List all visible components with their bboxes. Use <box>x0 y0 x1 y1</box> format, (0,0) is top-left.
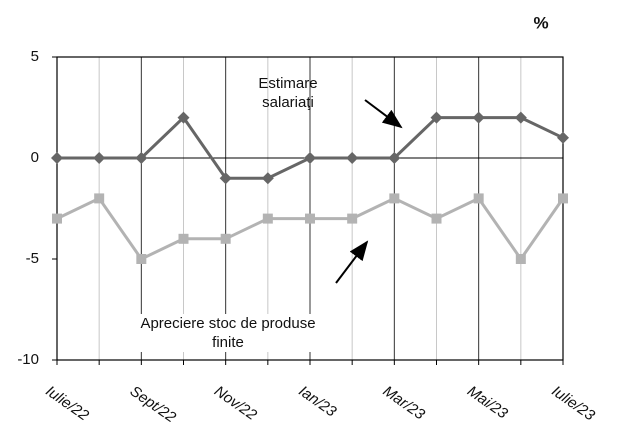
x-tick-label: Iulie/23 <box>548 383 598 425</box>
y-tick-label: -10 <box>17 351 39 368</box>
point <box>177 111 190 124</box>
unit-label: % <box>533 13 548 32</box>
point <box>389 193 400 204</box>
point <box>347 213 358 224</box>
point <box>388 152 401 164</box>
point <box>135 152 148 164</box>
point <box>262 213 273 224</box>
point <box>346 152 359 164</box>
point <box>430 111 443 124</box>
point <box>305 213 315 224</box>
point <box>51 152 63 164</box>
y-tick-label: 0 <box>31 149 39 166</box>
x-tick-label: Mai/23 <box>464 383 511 423</box>
x-tick-label: Sept/22 <box>127 383 180 427</box>
arrow <box>335 240 369 284</box>
y-tick-label: -5 <box>26 250 39 267</box>
arrow <box>364 99 403 129</box>
y-tick-label: 5 <box>31 48 39 65</box>
x-tick-label: Mar/23 <box>380 383 429 424</box>
point <box>514 111 527 124</box>
point <box>557 131 569 144</box>
point <box>136 254 147 264</box>
point <box>261 172 274 185</box>
point <box>220 233 231 244</box>
point <box>473 193 484 204</box>
point <box>94 193 105 204</box>
point <box>472 111 485 124</box>
series-label: Apreciere stoc de produse finite <box>128 314 328 352</box>
point <box>93 152 106 164</box>
x-tick-label: Ian/23 <box>295 383 339 421</box>
x-tick-label: Iulie/22 <box>42 383 92 425</box>
x-tick-label: Nov/22 <box>211 383 260 425</box>
point <box>515 254 526 264</box>
series-label: Estimare salariaţi <box>258 75 318 111</box>
point <box>52 213 62 224</box>
point <box>178 233 189 244</box>
point <box>219 172 232 185</box>
point <box>558 193 568 204</box>
point <box>431 213 442 224</box>
point <box>304 152 316 164</box>
